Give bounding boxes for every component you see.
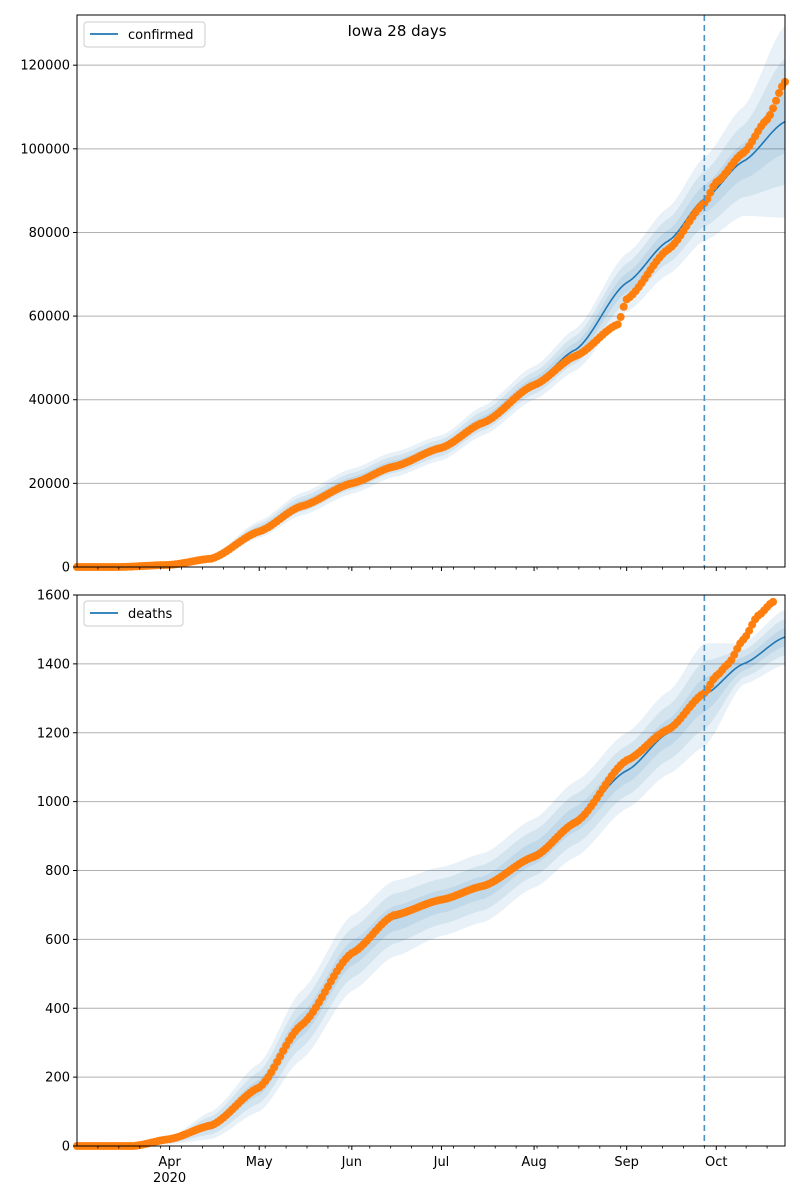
y-tick-label: 1000 xyxy=(37,795,70,810)
y-tick-label: 1600 xyxy=(37,589,70,604)
x-tick-label: Jul xyxy=(433,1155,450,1170)
y-tick-label: 0 xyxy=(62,1140,70,1155)
y-tick-label: 1200 xyxy=(37,726,70,741)
legend: confirmed xyxy=(83,21,206,48)
observed-point xyxy=(745,626,754,635)
observed-point xyxy=(619,302,628,311)
y-tick-label: 400 xyxy=(45,1002,70,1017)
y-tick-label: 600 xyxy=(45,933,70,948)
observed-point xyxy=(703,194,712,203)
x-tick-label: May xyxy=(246,1155,273,1170)
y-tick-label: 200 xyxy=(45,1071,70,1086)
x-tick-label: Apr xyxy=(158,1155,181,1170)
y-tick-label: 800 xyxy=(45,864,70,879)
y-tick-label: 1400 xyxy=(37,657,70,672)
legend-box xyxy=(83,21,206,48)
observed-point xyxy=(769,104,778,113)
y-tick-label: 100000 xyxy=(20,142,70,157)
observed-point xyxy=(613,320,622,329)
observed-point xyxy=(775,89,784,98)
x-tick-label: Sep xyxy=(614,1155,639,1170)
chart-title: Iowa 28 days xyxy=(347,22,446,40)
uncertainty-band-1 xyxy=(77,609,785,1146)
observed-point xyxy=(772,96,781,105)
y-axis: 0 20000 40000 60000 80000 100000 120000 xyxy=(20,59,77,576)
observed-point xyxy=(616,313,625,322)
observed-point xyxy=(706,188,715,197)
y-tick-label: 120000 xyxy=(20,59,70,74)
legend-box xyxy=(83,600,184,627)
uncertainty-band-1 xyxy=(77,25,785,567)
observed-points xyxy=(73,597,778,1150)
axes-frame xyxy=(76,14,786,568)
axes-border xyxy=(76,14,786,568)
observed-point xyxy=(769,597,778,606)
x-tick-label: Aug xyxy=(521,1155,546,1170)
grid xyxy=(77,64,785,484)
legend-label-deaths: deaths xyxy=(128,607,173,622)
y-tick-label: 80000 xyxy=(29,226,70,241)
observed-point xyxy=(730,650,739,659)
x-tick-label: Jun xyxy=(341,1155,362,1170)
uncertainty-bands xyxy=(77,25,785,568)
x-axis xyxy=(97,567,768,571)
legend: deaths xyxy=(83,600,184,627)
x-tick-label: Oct xyxy=(705,1155,727,1170)
y-tick-label: 60000 xyxy=(29,310,70,325)
uncertainty-band-2 xyxy=(77,618,785,1146)
x-year-label: 2020 xyxy=(153,1171,186,1186)
y-tick-label: 20000 xyxy=(29,477,70,492)
y-tick-label: 0 xyxy=(62,561,70,576)
observed-point xyxy=(766,111,775,120)
confirmed-panel: 0 20000 40000 60000 80000 100000 120000 Iowa 2… xyxy=(20,14,789,576)
legend-label-confirmed: confirmed xyxy=(128,28,194,43)
y-tick-label: 40000 xyxy=(29,393,70,408)
plot-area xyxy=(77,15,785,567)
y-axis: 0 200 400 600 800 1000 1200 1400 1600 xyxy=(37,589,77,1155)
